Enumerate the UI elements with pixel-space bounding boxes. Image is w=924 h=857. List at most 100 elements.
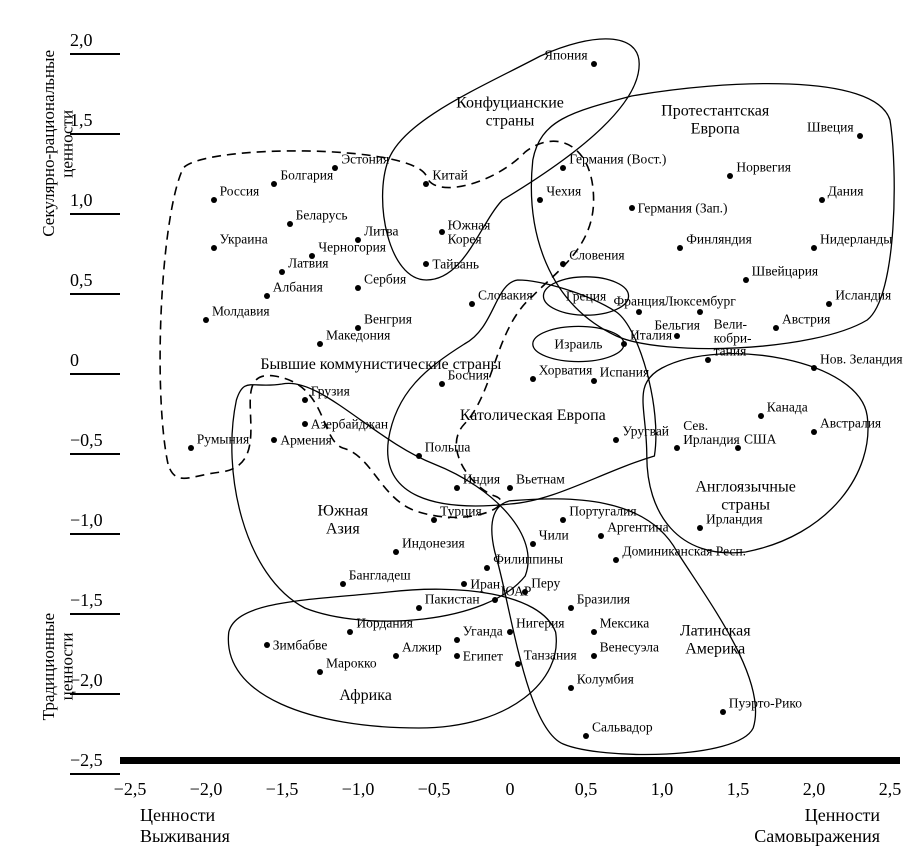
data-point [591, 653, 597, 659]
point-label: Австралия [820, 417, 881, 431]
point-label: Южная Корея [448, 219, 491, 246]
point-label: Уругвай [622, 425, 669, 439]
data-point [469, 301, 475, 307]
point-label: Зимбабве [273, 638, 328, 652]
point-label: Франция [614, 295, 665, 309]
data-point [393, 653, 399, 659]
y-tick: 1,5 [70, 110, 120, 135]
data-point [317, 669, 323, 675]
point-label: Греция [566, 289, 606, 303]
region-label: Конфуцианские страны [456, 94, 564, 129]
point-label: Албания [273, 281, 323, 295]
y-tick: −1,5 [70, 590, 120, 615]
data-point [591, 378, 597, 384]
x-tick: −2,0 [181, 779, 231, 800]
region-label: Африка [339, 687, 392, 705]
data-point [188, 445, 194, 451]
x-tick: −2,5 [105, 779, 155, 800]
data-point [735, 445, 741, 451]
point-label: Доминиканская Респ. [622, 545, 746, 559]
point-label: Чили [539, 529, 569, 543]
point-label: Египет [463, 649, 503, 663]
data-point [279, 269, 285, 275]
point-label: Литва [364, 225, 398, 239]
point-label: Бангладеш [349, 569, 411, 583]
data-point [720, 709, 726, 715]
data-point [484, 565, 490, 571]
data-point [454, 637, 460, 643]
point-label: Чехия [546, 185, 581, 199]
y-tick: −1,0 [70, 510, 120, 535]
point-label: Китай [432, 169, 468, 183]
y-tick: −2,0 [70, 670, 120, 695]
point-label: Латвия [288, 257, 329, 271]
data-point [454, 485, 460, 491]
data-point [811, 365, 817, 371]
region-label: Протестантская Европа [661, 102, 769, 137]
x-tick: −1,5 [257, 779, 307, 800]
data-point [591, 61, 597, 67]
data-point [423, 181, 429, 187]
point-label: Тайвань [432, 257, 479, 271]
data-point [211, 197, 217, 203]
region-africa [228, 589, 556, 728]
data-point [264, 642, 270, 648]
x-tick: 0,5 [561, 779, 611, 800]
point-label: Швеция [807, 121, 854, 135]
x-tick: 2,0 [789, 779, 839, 800]
point-label: Вели- кобри- тания [714, 318, 752, 359]
point-label: Канада [767, 401, 808, 415]
y-tick: 2,0 [70, 30, 120, 55]
point-label: Финляндия [686, 233, 752, 247]
point-label: Нов. Зеландия [820, 353, 903, 367]
data-point [416, 605, 422, 611]
data-point [697, 309, 703, 315]
data-point [826, 301, 832, 307]
y-tick: −0,5 [70, 430, 120, 455]
data-point [560, 261, 566, 267]
region-label: Англоязычные страны [695, 478, 795, 513]
point-label: Индонезия [402, 537, 465, 551]
data-point [613, 557, 619, 563]
data-point [743, 277, 749, 283]
data-point [439, 229, 445, 235]
point-label: Испания [600, 365, 650, 379]
point-label: Венесуэла [600, 641, 659, 655]
point-label: Сальвадор [592, 721, 653, 735]
data-point [811, 429, 817, 435]
point-label: Румыния [197, 433, 249, 447]
point-label: Марокко [326, 657, 377, 671]
data-point [439, 381, 445, 387]
point-label: Швейцария [752, 265, 819, 279]
data-point [636, 309, 642, 315]
point-label: Индия [463, 473, 500, 487]
data-point [530, 541, 536, 547]
data-point [507, 629, 513, 635]
data-point [340, 581, 346, 587]
point-label: Словакия [478, 289, 533, 303]
data-point [416, 453, 422, 459]
point-label: Танзания [524, 649, 577, 663]
data-point [705, 357, 711, 363]
point-label: Беларусь [296, 209, 348, 223]
x-tick: 1,5 [713, 779, 763, 800]
point-label: Польша [425, 441, 471, 455]
data-point [393, 549, 399, 555]
x-tick: −0,5 [409, 779, 459, 800]
point-label: США [744, 433, 776, 447]
data-point [727, 173, 733, 179]
data-point [211, 245, 217, 251]
point-label: Аргентина [607, 521, 668, 535]
region-label: Южная Азия [317, 502, 368, 537]
data-point [568, 605, 574, 611]
data-point [271, 437, 277, 443]
y-tick: −2,5 [70, 750, 120, 775]
data-point [454, 653, 460, 659]
data-point [302, 421, 308, 427]
point-label: Уганда [463, 625, 503, 639]
point-label: Филиппины [493, 553, 563, 567]
point-label: Израиль [554, 337, 602, 351]
point-label: Норвегия [736, 161, 791, 175]
data-point [583, 733, 589, 739]
point-label: Армения [280, 433, 332, 447]
